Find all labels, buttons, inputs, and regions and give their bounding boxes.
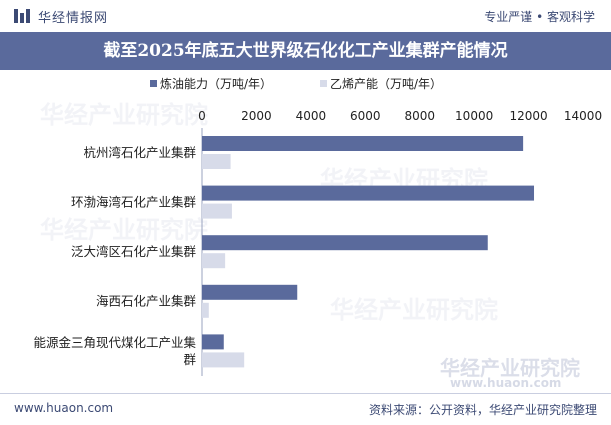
top-bar: 华经情报网 专业严谨 • 客观科学 [0,0,611,32]
bar-ethylene [202,352,245,368]
legend-swatch [150,80,157,87]
brand-name: 华经情报网 [38,11,109,26]
category-label: 海西石化产业集群 [96,294,197,309]
legend-label: 乙烯产能（万吨/年） [330,77,442,91]
footer-divider [0,393,611,394]
bar-ethylene [202,203,232,219]
x-tick-label: 0 [198,109,206,123]
legend-label: 炼油能力（万吨/年） [160,76,272,91]
bar-refining [202,334,224,350]
x-tick-label: 14000 [564,109,602,123]
bar-refining [202,235,488,251]
x-tick-label: 2000 [241,109,272,123]
category-label: 环渤海湾石化产业集群 [71,194,197,209]
bar-ethylene [202,302,209,318]
x-tick-label: 10000 [455,109,493,123]
bar-refining [202,185,535,201]
category-label: 泛大湾区石化产业集群 [71,244,197,259]
bar-ethylene [202,154,231,169]
x-tick-label: 8000 [404,109,435,123]
brand-logo-icon [14,9,30,23]
footer-url: www.huaon.com [14,401,114,415]
x-tick-label: 6000 [350,109,381,123]
bar-ethylene [202,253,226,269]
category-label: 杭州湾石化产业集群 [83,145,196,160]
x-tick-label: 4000 [296,109,327,123]
bar-refining [202,136,524,151]
category-label: 能源金三角现代煤化工产业集 [33,335,196,350]
category-label: 群 [183,352,196,367]
x-tick-label: 12000 [509,109,547,123]
footer-source: 资料来源：公开资料，华经产业研究院整理 [368,403,597,417]
chart-title: 截至2025年底五大世界级石化化工产业集群产能情况 [103,41,508,61]
title-bar: 截至2025年底五大世界级石化化工产业集群产能情况 [0,32,611,70]
bar-refining [202,284,298,300]
slogan: 专业严谨 • 客观科学 [484,10,595,24]
bar-chart: 炼油能力（万吨/年） 乙烯产能（万吨/年） 0 2000 4000 6000 8000 100… [33,76,602,376]
legend-swatch [320,80,327,87]
